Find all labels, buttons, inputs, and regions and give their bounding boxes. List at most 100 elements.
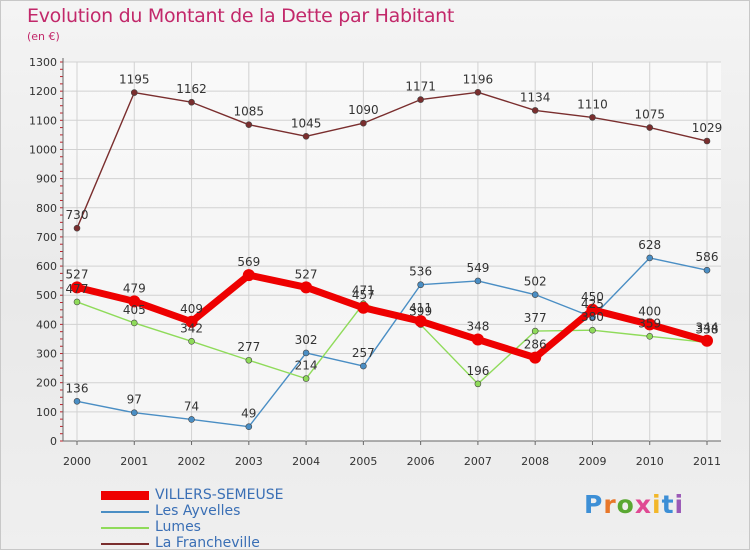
data-label: 1029 <box>692 121 723 135</box>
data-point <box>589 114 596 121</box>
data-point <box>188 416 195 423</box>
data-label: 536 <box>409 265 432 279</box>
x-tick-label: 2003 <box>235 455 263 468</box>
legend-swatch-lumes <box>101 527 149 529</box>
data-label: 1045 <box>291 116 322 130</box>
data-point <box>703 266 711 274</box>
data-point <box>245 121 253 128</box>
data-point <box>414 315 427 328</box>
logo-letter: r <box>603 490 617 519</box>
logo-letter: t <box>661 490 675 519</box>
data-point <box>531 327 539 335</box>
y-tick-label: 900 <box>36 173 57 186</box>
data-point <box>302 133 310 140</box>
x-tick-label: 2001 <box>120 455 148 468</box>
data-label: 214 <box>295 359 318 373</box>
logo-letter: o <box>616 490 635 519</box>
legend-label: Lumes <box>155 519 201 535</box>
legend-label: VILLERS-SEMEUSE <box>155 487 284 503</box>
y-tick-label: 800 <box>36 202 57 215</box>
data-point <box>302 375 310 382</box>
data-label: 450 <box>581 290 604 304</box>
data-point <box>643 318 656 331</box>
logo-letter: P <box>584 490 604 519</box>
y-tick-label: 1000 <box>29 143 57 156</box>
data-label: 344 <box>696 321 719 335</box>
data-point <box>646 333 654 340</box>
data-label: 377 <box>524 311 547 325</box>
data-label: 425 <box>581 297 604 311</box>
data-point <box>474 380 482 388</box>
data-point <box>302 349 310 357</box>
y-tick-label: 1300 <box>29 56 57 69</box>
data-label: 1162 <box>176 82 207 96</box>
logo-letter: x <box>634 490 652 519</box>
data-label: 1195 <box>119 73 150 87</box>
y-tick-label: 200 <box>36 377 57 390</box>
y-tick-label: 600 <box>36 260 57 273</box>
data-point <box>71 281 83 294</box>
data-point <box>474 89 482 96</box>
data-label: 257 <box>352 346 375 360</box>
data-point <box>128 295 141 308</box>
series-line-villers-semeuse <box>73 271 711 362</box>
data-label: 1134 <box>520 90 551 104</box>
data-point <box>531 107 539 114</box>
data-label: 1171 <box>405 80 436 94</box>
data-point <box>73 398 81 405</box>
data-point <box>474 277 482 285</box>
data-label: 586 <box>696 250 719 264</box>
plot-area <box>63 62 721 441</box>
data-label: 380 <box>581 310 604 324</box>
data-label: 409 <box>180 302 203 316</box>
data-point <box>701 334 713 347</box>
legend-swatch-les-ayvelles <box>101 511 149 513</box>
data-label: 97 <box>127 393 142 407</box>
y-tick-label: 1100 <box>29 114 57 127</box>
x-tick-label: 2007 <box>464 455 492 468</box>
data-point <box>417 96 424 103</box>
data-point <box>589 326 596 334</box>
y-tick-label: 500 <box>36 289 57 302</box>
data-label: 1075 <box>634 108 665 122</box>
data-point <box>531 291 539 298</box>
data-point <box>529 351 542 364</box>
data-point <box>242 269 255 282</box>
data-label: 348 <box>466 320 489 334</box>
data-point <box>245 423 253 431</box>
data-label: 286 <box>524 338 547 352</box>
x-tick-label: 2009 <box>578 455 606 468</box>
legend-swatch-la-francheville <box>101 543 149 545</box>
data-label: 502 <box>524 275 547 289</box>
data-point <box>360 362 367 370</box>
data-point <box>130 319 138 327</box>
data-label: 399 <box>409 305 432 319</box>
data-label: 400 <box>638 304 661 318</box>
x-tick-label: 2002 <box>178 455 206 468</box>
data-label: 74 <box>184 399 199 413</box>
data-label: 1196 <box>463 72 494 86</box>
data-label: 457 <box>352 288 375 302</box>
data-point <box>73 298 81 306</box>
data-label: 1110 <box>577 97 608 111</box>
proxiti-logo: Proxiti <box>584 490 684 519</box>
data-label: 277 <box>237 340 260 354</box>
data-label: 411 <box>409 301 432 315</box>
logo-letter: i <box>652 490 662 519</box>
data-label: 628 <box>638 238 661 252</box>
data-point <box>360 119 367 127</box>
data-label: 196 <box>466 364 489 378</box>
data-label: 338 <box>696 322 719 336</box>
data-point <box>646 124 654 131</box>
series-line-la-francheville <box>76 91 708 229</box>
data-point <box>130 89 138 96</box>
x-tick-label: 2006 <box>407 455 435 468</box>
y-tick-label: 1200 <box>29 85 57 98</box>
data-label: 1090 <box>348 103 379 117</box>
legend-label: La Francheville <box>155 535 260 551</box>
x-tick-label: 2005 <box>349 455 377 468</box>
data-label: 359 <box>638 316 661 330</box>
data-point <box>188 337 195 345</box>
y-tick-label: 100 <box>36 406 57 419</box>
data-label: 136 <box>66 381 89 395</box>
